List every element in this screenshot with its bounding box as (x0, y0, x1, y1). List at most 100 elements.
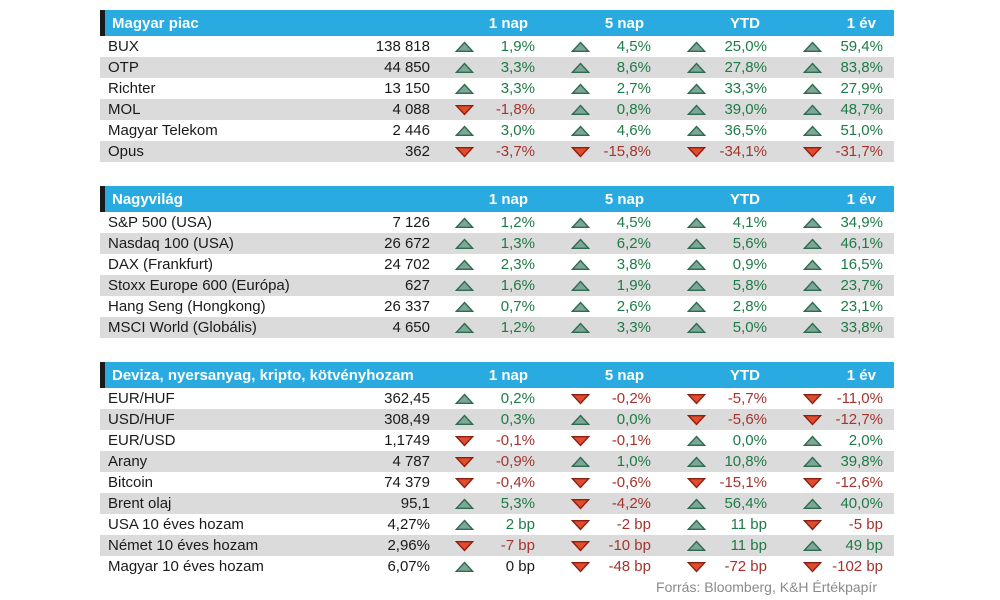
change-cell: 5,3% (430, 493, 546, 514)
instrument-name: EUR/HUF (108, 390, 175, 407)
table-row: BUX 138 818 1,9% 4,5% 25,0% 59,4% (100, 36, 894, 57)
change-value: 40,0% (840, 495, 883, 512)
change-value: 0,2% (500, 390, 535, 407)
up-triangle-icon (803, 455, 822, 467)
up-triangle-icon (455, 392, 474, 404)
change-cell: 11 bp (662, 535, 778, 556)
change-cell: -34,1% (662, 141, 778, 162)
change-value: -15,8% (603, 143, 651, 160)
source-note: Forrás: Bloomberg, K&H Értékpapír (656, 579, 877, 595)
change-value: 5,8% (732, 277, 767, 294)
change-cell: 10,8% (662, 451, 778, 472)
instrument-name: Hang Seng (Hongkong) (108, 298, 266, 315)
up-triangle-icon (803, 497, 822, 509)
change-value: -3,7% (495, 143, 535, 160)
instrument-name: Nasdaq 100 (USA) (108, 235, 234, 252)
change-cell: 83,8% (778, 57, 894, 78)
table-row: DAX (Frankfurt) 24 702 2,3% 3,8% 0,9% 16… (100, 254, 894, 275)
column-header: 5 nap (604, 366, 644, 384)
change-value: 39,0% (724, 101, 767, 118)
change-value: 10,8% (724, 453, 767, 470)
down-triangle-icon (687, 561, 706, 573)
change-cell: -0,4% (430, 472, 546, 493)
up-triangle-icon (803, 216, 822, 228)
market-table-section: Magyar piac 1 nap 5 nap YTD 1 év BUX 138… (100, 10, 894, 162)
change-cell: 2 bp (430, 514, 546, 535)
change-cell: 39,0% (662, 99, 778, 120)
column-header: YTD (730, 366, 760, 384)
table-row: Brent olaj 95,1 5,3% -4,2% 56,4% 40,0% (100, 493, 894, 514)
table-row: EUR/HUF 362,45 0,2% -0,2% -5,7% -11,0% (100, 388, 894, 409)
up-triangle-icon (803, 321, 822, 333)
change-value: 2,6% (616, 298, 651, 315)
change-value: 0 bp (505, 558, 535, 575)
instrument-value: 4 787 (392, 453, 430, 470)
up-triangle-icon (687, 40, 706, 52)
change-value: 4,6% (616, 122, 651, 139)
change-cell: 4,1% (662, 212, 778, 233)
change-value: 11 bp (730, 516, 767, 533)
instrument-name: DAX (Frankfurt) (108, 256, 214, 273)
change-cell: 0,9% (662, 254, 778, 275)
up-triangle-icon (571, 237, 590, 249)
column-header: YTD (730, 190, 760, 208)
change-cell: -3,7% (430, 141, 546, 162)
table-row: Richter 13 150 3,3% 2,7% 33,3% 27,9% (100, 78, 894, 99)
up-triangle-icon (687, 539, 706, 551)
change-value: 1,9% (616, 277, 651, 294)
instrument-value: 2,96% (387, 537, 430, 554)
change-value: 34,9% (840, 214, 883, 231)
down-triangle-icon (455, 456, 474, 468)
change-cell: 1,9% (546, 275, 662, 296)
change-value: -2 bp (616, 516, 651, 533)
table-row: Opus 362 -3,7% -15,8% -34,1% -31,7% (100, 141, 894, 162)
change-value: -72 bp (724, 558, 767, 575)
change-value: -0,4% (495, 474, 535, 491)
up-triangle-icon (687, 237, 706, 249)
column-header: 1 év (846, 366, 876, 384)
change-cell: 0 bp (430, 556, 546, 577)
change-cell: 3,0% (430, 120, 546, 141)
change-cell: 3,8% (546, 254, 662, 275)
up-triangle-icon (571, 455, 590, 467)
change-cell: -72 bp (662, 556, 778, 577)
instrument-value: 308,49 (384, 411, 430, 428)
market-table-section: Nagyvilág 1 nap 5 nap YTD 1 év S&P 500 (… (100, 186, 894, 338)
down-triangle-icon (803, 393, 822, 405)
up-triangle-icon (687, 61, 706, 73)
change-cell: 27,9% (778, 78, 894, 99)
table-row: Arany 4 787 -0,9% 1,0% 10,8% 39,8% (100, 451, 894, 472)
up-triangle-icon (803, 40, 822, 52)
change-value: -5,6% (727, 411, 767, 428)
change-value: 27,8% (724, 59, 767, 76)
change-cell: -1,8% (430, 99, 546, 120)
change-cell: 1,0% (546, 451, 662, 472)
up-triangle-icon (571, 258, 590, 270)
change-cell: -4,2% (546, 493, 662, 514)
up-triangle-icon (571, 413, 590, 425)
change-value: 1,0% (616, 453, 651, 470)
change-value: 83,8% (840, 59, 883, 76)
change-cell: -15,1% (662, 472, 778, 493)
change-cell: -11,0% (778, 388, 894, 409)
down-triangle-icon (571, 498, 590, 510)
down-triangle-icon (803, 519, 822, 531)
up-triangle-icon (687, 279, 706, 291)
instrument-value: 1,1749 (384, 432, 430, 449)
up-triangle-icon (455, 413, 474, 425)
up-triangle-icon (455, 82, 474, 94)
change-value: 49 bp (845, 537, 883, 554)
change-cell: 34,9% (778, 212, 894, 233)
change-value: 2,8% (732, 298, 767, 315)
up-triangle-icon (803, 103, 822, 115)
up-triangle-icon (455, 124, 474, 136)
change-cell: 2,8% (662, 296, 778, 317)
up-triangle-icon (687, 258, 706, 270)
change-cell: 1,9% (430, 36, 546, 57)
down-triangle-icon (455, 477, 474, 489)
change-cell: 48,7% (778, 99, 894, 120)
change-cell: 16,5% (778, 254, 894, 275)
up-triangle-icon (571, 61, 590, 73)
instrument-value: 627 (404, 277, 430, 294)
change-value: 23,1% (840, 298, 883, 315)
